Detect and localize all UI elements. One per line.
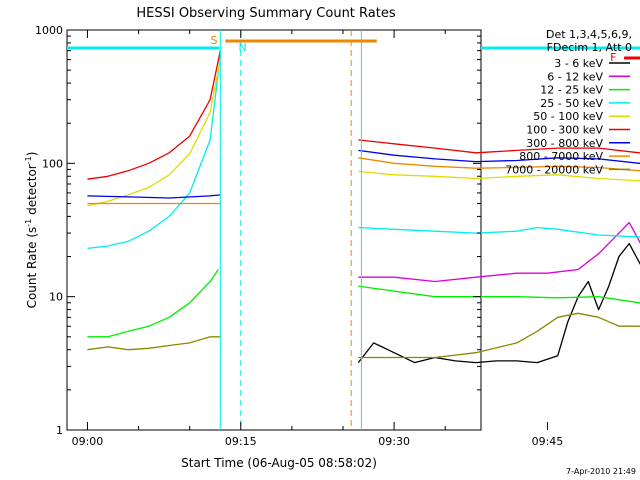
x-tick-label: 09:45	[532, 435, 564, 448]
series-line-5-seg-0	[87, 50, 221, 180]
y-tick-label: 1000	[35, 24, 63, 37]
y-tick-label: 100	[42, 157, 63, 170]
series-line-8-seg-0	[87, 336, 221, 351]
legend-entry-label: 25 - 50 keV	[540, 97, 603, 110]
legend-entry-label: 50 - 100 keV	[533, 110, 603, 123]
series-line-8-seg-1	[358, 312, 640, 359]
series-line-4-seg-0	[87, 59, 221, 207]
y-axis-ticks: 1 10 100 1000	[35, 24, 481, 437]
x-axis-label: Start Time (06-Aug-05 08:58:02)	[181, 456, 377, 470]
legend-entry-label: 800 - 7000 keV	[519, 150, 603, 163]
series-line-6-seg-0	[87, 194, 221, 199]
y-tick-label: 10	[49, 291, 63, 304]
legend-header-line-1: Det 1,3,4,5,6,9,	[546, 28, 632, 41]
legend-entry-label: 300 - 800 keV	[526, 137, 603, 150]
series-line-4-seg-1	[358, 170, 640, 182]
series-line-0-seg-0	[357, 242, 640, 364]
y-axis-label: Count Rate (s-1 detector-1)	[24, 152, 39, 309]
flag-label-N: N	[238, 41, 246, 54]
legend-entry-label: 12 - 25 keV	[540, 84, 603, 97]
y-axis-label-sup2: -1	[24, 156, 33, 164]
y-axis-label-mid: detector	[25, 164, 39, 219]
legend-entry-label: 6 - 12 keV	[547, 70, 603, 83]
legend-entry-label: 100 - 300 keV	[526, 124, 603, 137]
x-tick-label: 09:30	[378, 435, 410, 448]
series-line-2-seg-1	[358, 285, 640, 304]
flag-layer: S N F	[67, 30, 640, 430]
chart-title: HESSI Observing Summary Count Rates	[136, 6, 395, 21]
legend-header-line-2: FDecim 1, Att 0	[547, 41, 632, 54]
plot-frame	[66, 29, 482, 431]
y-axis-label-main: Count Rate (s	[25, 227, 39, 309]
series-line-1-seg-0	[358, 221, 640, 283]
series-line-6-seg-1	[358, 149, 640, 165]
date-stamp: 7-Apr-2010 21:49	[566, 467, 636, 476]
series-line-5-seg-1	[358, 139, 640, 154]
series-line-3-seg-0	[87, 55, 221, 250]
legend-entry-label: 7000 - 20000 keV	[505, 163, 603, 176]
x-tick-label: 09:00	[72, 435, 104, 448]
y-axis-label-sup1: -1	[24, 219, 33, 227]
y-axis-label-end: )	[25, 152, 39, 157]
flag-label-S: S	[210, 34, 217, 47]
series-line-2-seg-0	[87, 269, 219, 338]
y-tick-label: 1	[56, 424, 63, 437]
series-line-3-seg-1	[358, 226, 640, 238]
legend-entry-label: 3 - 6 keV	[554, 57, 603, 70]
flag-label-F: F	[610, 51, 616, 64]
legend: Det 1,3,4,5,6,9, FDecim 1, Att 0 3 - 6 k…	[505, 28, 632, 176]
x-tick-label: 09:15	[225, 435, 257, 448]
